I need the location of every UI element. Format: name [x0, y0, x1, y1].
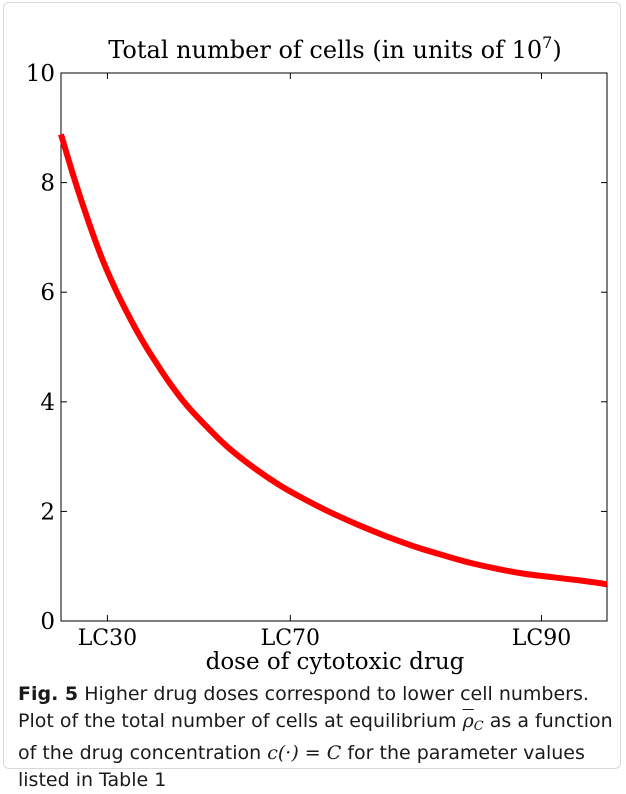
cell-count-curve [58, 133, 608, 588]
plot-area [60, 72, 608, 622]
y-tick-label: 2 [40, 499, 55, 525]
figure-caption: Fig. 5 Higher drug doses correspond to l… [18, 681, 616, 794]
y-tick-label: 8 [40, 171, 55, 197]
chart-title-exponent: 7 [542, 33, 552, 52]
x-tick-label: LC90 [512, 626, 571, 651]
equilibrium-symbol: ρC [462, 710, 484, 734]
x-tick-label: LC30 [78, 626, 137, 651]
line-chart: Total number of cells (in units of 107) … [26, 33, 608, 675]
caption-expression: c(·) = C [267, 742, 342, 764]
chart-title-close: ) [552, 36, 561, 64]
x-axis-label: dose of cytotoxic drug [206, 649, 465, 675]
y-tick-label: 10 [26, 61, 55, 87]
caption-text-2: as a function of the drug concentration [18, 710, 613, 764]
chart-title-text: Total number of cells (in units of 10 [108, 36, 542, 64]
figure-frame [3, 2, 621, 769]
y-tick-label: 6 [40, 280, 55, 306]
caption-text-1: Plot of the total number of cells at equ… [18, 710, 457, 732]
x-tick-label: LC70 [261, 626, 320, 651]
y-axis: 0 2 4 6 8 10 [26, 61, 607, 635]
y-tick-label: 4 [40, 390, 55, 416]
caption-lead: Higher drug doses correspond to lower ce… [84, 683, 589, 705]
y-tick-label: 0 [40, 609, 55, 635]
chart-title: Total number of cells (in units of 107) [108, 33, 561, 64]
figure-label: Fig. 5 [18, 683, 79, 705]
x-axis: LC30 LC70 LC90 [78, 73, 571, 651]
